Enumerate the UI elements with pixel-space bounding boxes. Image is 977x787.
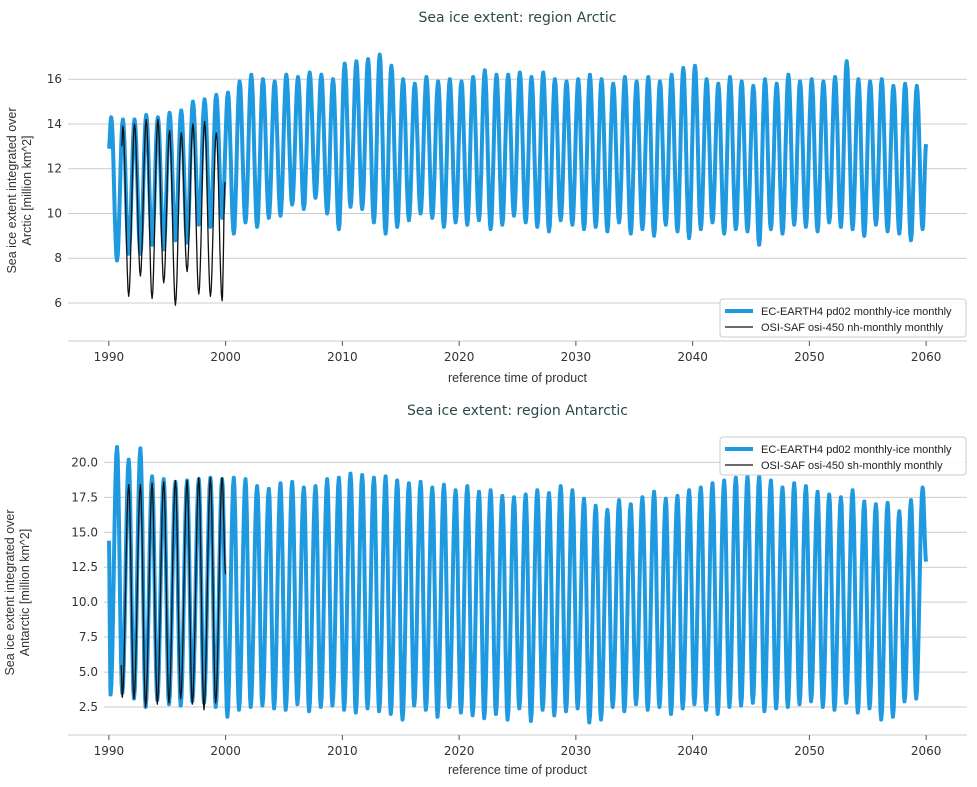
legend-label: EC-EARTH4 pd02 monthly-ice monthly — [761, 444, 952, 456]
y-axis-label: Sea ice extent integrated over — [5, 107, 19, 273]
y-tick-label: 10 — [47, 206, 62, 220]
observation-series-line — [121, 118, 226, 306]
y-axis-label: Sea ice extent integrated over — [3, 509, 17, 675]
x-tick-label: 2060 — [911, 350, 942, 364]
x-tick-label: 2050 — [794, 350, 825, 364]
y-tick-label: 7.5 — [79, 630, 98, 644]
x-tick-label: 2000 — [210, 744, 241, 758]
x-axis-label: reference time of product — [448, 763, 587, 777]
model-series-line — [106, 445, 929, 725]
y-tick-label: 15.0 — [71, 525, 98, 539]
x-tick-label: 2000 — [210, 350, 241, 364]
x-tick-label: 2050 — [794, 744, 825, 758]
model-series-line — [106, 52, 929, 263]
x-tick-label: 2020 — [444, 350, 475, 364]
antarctic-chart: 2.5 5.0 7.5 10.0 12.5 15.0 17.5 20.0 1990 2000 201… — [3, 403, 967, 777]
y-tick-label: 8 — [54, 251, 62, 265]
x-tick-label: 2030 — [561, 350, 592, 364]
y-axis-label: Arctic [million km^2] — [20, 135, 34, 245]
chart-title: Sea ice extent: region Arctic — [419, 10, 617, 26]
x-tick-label: 1990 — [94, 350, 125, 364]
legend-box — [719, 436, 967, 476]
y-tick-label: 5.0 — [79, 665, 98, 679]
x-tick-label: 2040 — [677, 744, 708, 758]
y-tick-label: 16 — [47, 72, 62, 86]
x-tick-label: 2020 — [444, 744, 475, 758]
legend-label: OSI-SAF osi-450 sh-monthly monthly — [761, 460, 943, 472]
x-tick-label: 2010 — [327, 744, 358, 758]
x-tick-label: 2060 — [911, 744, 942, 758]
legend: EC-EARTH4 pd02 monthly-ice monthly OSI-SA… — [719, 298, 967, 338]
legend-label: EC-EARTH4 pd02 monthly-ice monthly — [761, 306, 952, 318]
y-tick-label: 10.0 — [71, 595, 98, 609]
y-tick-label: 17.5 — [71, 490, 98, 504]
legend-label: OSI-SAF osi-450 nh-monthly monthly — [761, 322, 944, 334]
y-tick-label: 20.0 — [71, 455, 98, 469]
y-tick-label: 2.5 — [79, 700, 98, 714]
y-axis-label: Antarctic [million km^2] — [18, 529, 32, 656]
x-tick-label: 2010 — [327, 350, 358, 364]
x-axis-label: reference time of product — [448, 371, 587, 385]
chart-title: Sea ice extent: region Antarctic — [407, 403, 628, 419]
x-tick-label: 1990 — [94, 744, 125, 758]
observation-series-line — [120, 477, 227, 711]
y-tick-label: 6 — [54, 296, 62, 310]
arctic-chart: 6 8 10 12 14 16 1990 2000 2010 2020 2030 2040 2050 20… — [5, 10, 967, 385]
legend: EC-EARTH4 pd02 monthly-ice monthly OSI-SA… — [719, 436, 967, 476]
x-tick-label: 2030 — [561, 744, 592, 758]
y-tick-label: 14 — [47, 117, 62, 131]
legend-box — [719, 298, 967, 338]
y-tick-label: 12 — [47, 162, 62, 176]
y-tick-label: 12.5 — [71, 560, 98, 574]
x-tick-label: 2040 — [677, 350, 708, 364]
